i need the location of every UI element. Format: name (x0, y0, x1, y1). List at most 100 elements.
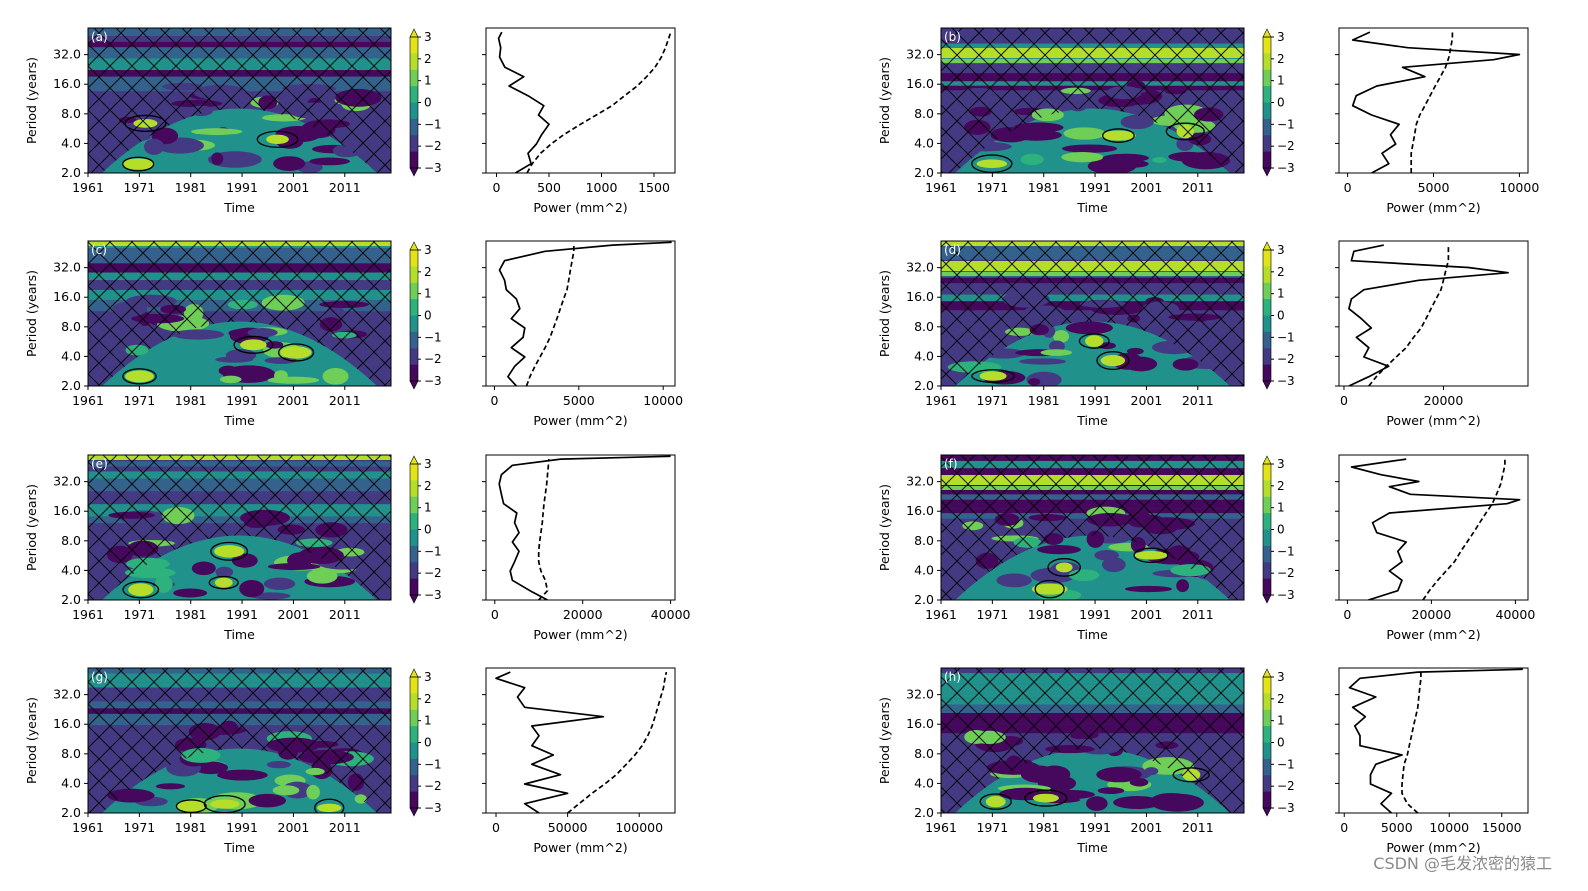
panel-label: (g) (91, 670, 108, 684)
x-tick-label: 1991 (226, 607, 258, 622)
power-x-axis-label: Power (mm^2) (533, 627, 627, 642)
global-power-line (497, 31, 550, 173)
y-tick-label: 8.0 (61, 319, 81, 334)
colorbar-segment (1263, 513, 1271, 530)
y-tick-label: 4.0 (914, 562, 934, 577)
power-x-tick-label: 1500 (638, 180, 670, 195)
power-x-tick-label: 0 (491, 607, 499, 622)
power-plot-frame (1338, 240, 1529, 387)
colorbar-tick-label: 0 (1277, 309, 1285, 323)
colorbar-extend-top (409, 241, 419, 251)
significance-contour (208, 575, 239, 590)
x-tick-label: 1991 (1079, 393, 1111, 408)
power-x-tick-label: 5000 (1381, 820, 1413, 835)
power-x-tick-label: 500 (537, 180, 561, 195)
y-tick-label: 4.0 (61, 562, 81, 577)
panel-label: (e) (91, 457, 108, 471)
power-x-tick-label: 0 (1340, 820, 1348, 835)
colorbar-extend-top (409, 28, 419, 38)
power-x-axis-label: Power (mm^2) (1386, 627, 1480, 642)
colorbar-tick-label: 1 (1277, 74, 1285, 88)
colorbar-segment (410, 299, 418, 316)
y-tick-label: 32.0 (53, 260, 81, 275)
colorbar-tick-label: 2 (1277, 265, 1285, 279)
power-x-tick-label: 20000 (1412, 607, 1452, 622)
y-tick-label: 4.0 (61, 135, 81, 150)
colorbar-segment (1263, 37, 1271, 54)
y-tick-label: 2.0 (914, 165, 934, 180)
y-axis-label: Period (years) (24, 484, 39, 571)
colorbar-segment (1263, 69, 1271, 87)
y-tick-label: 16.0 (906, 289, 934, 304)
significance-line (526, 31, 672, 173)
x-tick-label: 1971 (123, 393, 155, 408)
global-power-line (498, 455, 671, 600)
heatmap-e (88, 455, 391, 600)
power-plot-c: 0 5000 10000 Power (mm^2) (482, 240, 683, 428)
colorbar-segment (410, 69, 418, 87)
colorbar-tick-label: 3 (1277, 670, 1285, 684)
y-tick-label: 4.0 (914, 348, 934, 363)
x-tick-label: 1981 (175, 180, 207, 195)
colorbar-segment (410, 742, 418, 760)
y-tick-label: 2.0 (61, 592, 81, 607)
colorbar-extend-bottom (1262, 380, 1272, 390)
power-x-tick-label: 0 (1344, 180, 1352, 195)
significance-contour (1034, 579, 1065, 599)
significance-contour (1078, 333, 1110, 349)
colorbar-tick-label: 0 (424, 309, 432, 323)
power-x-axis-label: Power (mm^2) (1386, 413, 1480, 428)
colorbar-segment (1263, 480, 1271, 498)
colorbar-segment (410, 693, 418, 711)
x-tick-label: 1971 (123, 820, 155, 835)
x-tick-label: 1961 (72, 180, 104, 195)
colorbar-segment (410, 86, 418, 103)
x-tick-label: 2001 (1131, 180, 1163, 195)
global-power-line (495, 671, 605, 813)
colorbar-extend-bottom (1262, 807, 1272, 817)
global-power-line (1350, 458, 1521, 600)
panel-b: (b)1961 1971 1981 1991 2001 2011Time2.04.08.0… (877, 27, 1539, 215)
y-tick-label: 2.0 (61, 805, 81, 820)
x-tick-label: 2011 (329, 180, 361, 195)
colorbar-extend-bottom (1262, 594, 1272, 604)
y-tick-label: 8.0 (61, 106, 81, 121)
y-tick-label: 8.0 (914, 746, 934, 761)
panel-label: (h) (944, 670, 961, 684)
y-tick-label: 32.0 (53, 47, 81, 62)
significance-contour (971, 154, 1013, 173)
significance-line (537, 459, 550, 600)
y-tick-label: 4.0 (914, 135, 934, 150)
colorbar-segment (410, 513, 418, 530)
colorbar-segment (1263, 775, 1271, 793)
colorbar-segment (1263, 53, 1271, 71)
heatmap-frame (940, 240, 1245, 387)
heatmap-frame (940, 454, 1245, 601)
heatmap-frame (940, 667, 1245, 814)
significance-contour (1047, 558, 1081, 577)
colorbar-tick-label: −3 (1277, 588, 1295, 602)
x-tick-label: 1981 (175, 607, 207, 622)
colorbar-segment (410, 151, 418, 169)
significance-line (1368, 245, 1450, 386)
colorbar-tick-label: 2 (1277, 692, 1285, 706)
colorbar-segment (410, 791, 418, 809)
x-tick-label: 1981 (175, 820, 207, 835)
colorbar-segment (410, 726, 418, 743)
colorbar-tick-label: 3 (424, 30, 432, 44)
heatmap-frame (87, 240, 392, 387)
colorbar-segment (1263, 348, 1271, 366)
power-plot-frame (485, 454, 676, 601)
colorbar-segment (410, 250, 418, 267)
panel-g: (g)1961 1971 1981 1991 2001 2011Time2.04.08.0… (24, 667, 676, 855)
y-tick-label: 8.0 (914, 319, 934, 334)
power-x-axis-label: Power (mm^2) (533, 413, 627, 428)
colorbar-extend-bottom (409, 807, 419, 817)
colorbar-segment (1263, 545, 1271, 563)
colorbar-extend-top (1262, 668, 1272, 678)
power-plot-a: 0 500 1000 1500 Power (mm^2) (482, 27, 676, 215)
power-x-tick-label: 40000 (1496, 607, 1536, 622)
hatch-outside-cone (941, 241, 1244, 386)
x-tick-label: 1971 (123, 607, 155, 622)
x-tick-label: 1991 (1079, 820, 1111, 835)
